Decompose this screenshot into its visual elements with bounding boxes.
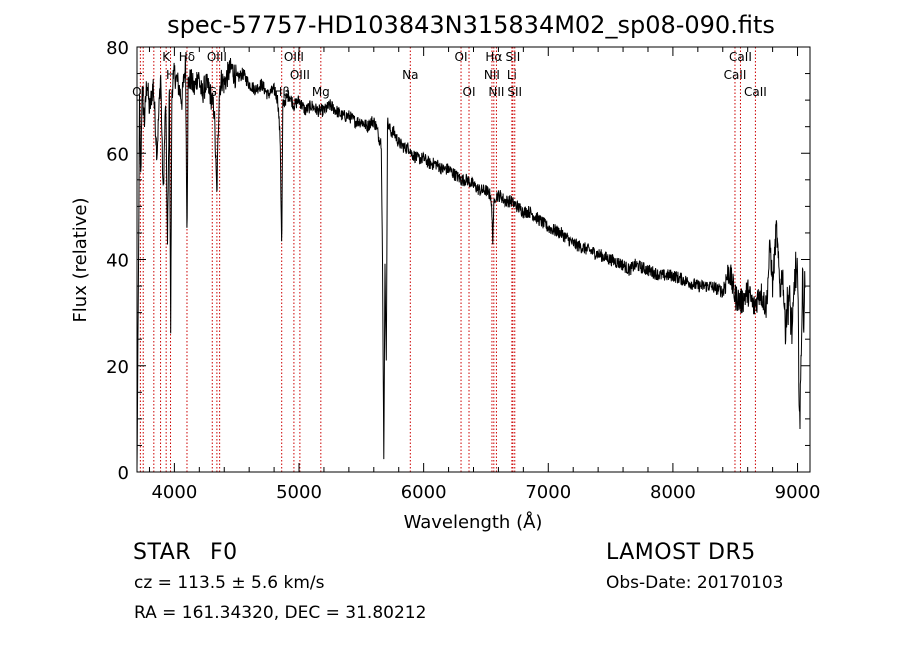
line-marker-label: Li (507, 68, 517, 82)
line-marker-label: NII (484, 68, 500, 82)
redshift-velocity: cz = 113.5 ± 5.6 km/s (134, 573, 325, 593)
y-axis-label: Flux (relative) (70, 197, 91, 322)
x-tick-label: 4000 (151, 482, 197, 503)
line-marker-label: OI (455, 50, 468, 64)
x-tick-label: 7000 (525, 482, 571, 503)
y-tick-label: 40 (106, 251, 129, 272)
line-marker-label: OIII (290, 68, 310, 82)
coordinates: RA = 161.34320, DEC = 31.80212 (134, 603, 427, 623)
line-marker-label: Hδ (179, 50, 195, 64)
x-axis-label: Wavelength (Å) (404, 511, 543, 533)
line-marker-label: CaII (729, 50, 752, 64)
spectrum-series (136, 56, 806, 469)
line-marker-label: OIII (284, 50, 304, 64)
x-tick-label: 5000 (276, 482, 322, 503)
y-tick-label: 60 (106, 144, 129, 165)
chart-title: spec-57757-HD103843N315834M02_sp08-090.f… (167, 11, 775, 39)
line-marker-label: Hα (485, 50, 502, 64)
line-marker-label: OII (132, 85, 149, 99)
line-marker-label: Na (402, 68, 418, 82)
x-tick-label: 6000 (401, 482, 447, 503)
line-marker-label: SII (506, 50, 521, 64)
line-marker-label: OI (463, 85, 476, 99)
line-marker-label: Mg (312, 85, 330, 99)
line-marker-label: H (166, 68, 175, 82)
line-marker-label: CaII (744, 85, 767, 99)
line-marker-label: CaII (724, 68, 747, 82)
x-tick-label: 9000 (775, 482, 821, 503)
line-marker-label: K (162, 50, 171, 64)
line-marker-label: NII (488, 85, 504, 99)
plot-frame (136, 46, 811, 473)
line-marker-label: OIII (207, 50, 227, 64)
y-tick-label: 0 (118, 463, 129, 484)
line-marker-label: SII (507, 85, 522, 99)
line-marker-label: G (208, 85, 217, 99)
x-tick-label: 8000 (650, 482, 696, 503)
y-tick-label: 20 (106, 357, 129, 378)
subclass: F0 (210, 540, 238, 565)
y-tick-label: 80 (106, 38, 129, 59)
observation-date: Obs-Date: 20170103 (606, 573, 784, 593)
survey-name: LAMOST DR5 (606, 540, 756, 565)
object-type: STAR (133, 540, 192, 565)
